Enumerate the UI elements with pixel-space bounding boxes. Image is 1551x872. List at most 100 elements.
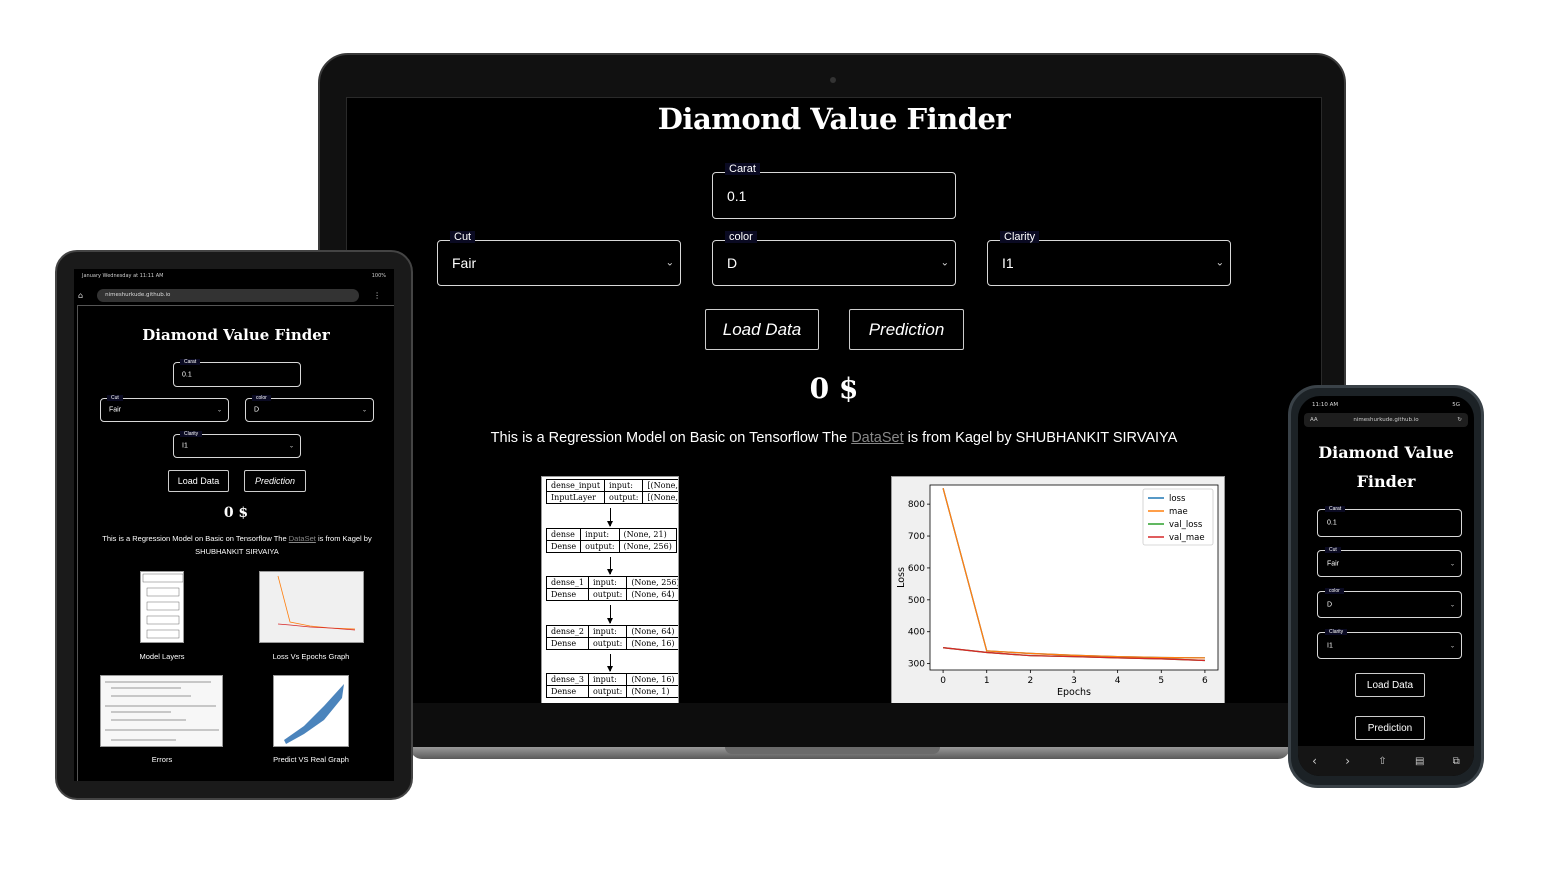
address-bar[interactable]: AA nimeshurkude.github.io ↻ (1304, 413, 1468, 427)
model-layer-dense_1: dense_1 input: (None, 256) Dense output: (Non… (546, 576, 678, 603)
bookmarks-icon[interactable]: ▤ (1414, 755, 1425, 767)
model-layers-mini (142, 573, 183, 639)
color-select[interactable]: color D ⌄ (245, 395, 374, 422)
loss-graph-thumbnail (259, 571, 364, 643)
chevron-down-icon: ⌄ (665, 257, 674, 269)
tablet-screen: January Wednesday at 11:11 AM 100% ⌂ nim… (74, 269, 394, 781)
clarity-select[interactable]: Clarity I1 ⌄ (173, 431, 301, 458)
predicted-price: 0 $ (809, 372, 859, 405)
laptop-bezel (320, 703, 1344, 751)
caption-errors: Errors (151, 755, 173, 764)
url-text: nimeshurkude.github.io (105, 292, 171, 298)
color-label: color (252, 395, 271, 401)
y-tick-label: 800 (908, 500, 925, 510)
carat-field[interactable]: Carat 0.1 (173, 359, 301, 387)
prediction-button[interactable]: Prediction (849, 309, 964, 350)
clarity-select[interactable]: Clarity I1 ⌄ (987, 231, 1231, 286)
phone-device: 11:10 AM 5G AA nimeshurkude.github.io ↻ … (1288, 385, 1484, 788)
legend-label-val_mae: val_mae (1169, 533, 1205, 543)
x-tick-label: 4 (1115, 676, 1121, 686)
y-axis-label: Loss (896, 567, 907, 588)
layer-arrow (607, 605, 613, 624)
cut-label: Cut (450, 231, 476, 243)
legend-box (1142, 488, 1214, 546)
home-icon[interactable]: ⌂ (78, 290, 84, 300)
phone-status-bar: 11:10 AM 5G (1312, 402, 1460, 408)
clarity-value: I1 (182, 442, 188, 450)
cut-value: Fair (109, 406, 122, 414)
laptop-device: Diamond Value Finder Carat 0.1 Cut Fair … (318, 53, 1346, 753)
caption-predict-vs-real: Predict VS Real Graph (273, 755, 349, 764)
caption-model-layers: Model Layers (139, 652, 185, 661)
back-icon[interactable]: ‹ (1312, 754, 1317, 768)
cut-select[interactable]: Cut Fair ⌄ (100, 395, 229, 422)
cut-value: Fair (1327, 560, 1340, 567)
description-text: This is a Regression Model on Basic on T… (490, 430, 848, 446)
prediction-button[interactable]: Prediction (244, 470, 306, 492)
color-label: color (725, 231, 757, 243)
url-text: nimeshurkude.github.io (1353, 417, 1419, 423)
model-layer-dense: dense input: (None, 21) Dense output: (None, … (545, 528, 677, 555)
page-title: Diamond Value Finder (1318, 443, 1454, 491)
x-axis-label: Epochs (1057, 687, 1091, 698)
page-title: Diamond Value Finder (142, 326, 330, 344)
x-tick-label: 3 (1071, 676, 1077, 686)
caption-loss-graph: Loss Vs Epochs Graph (272, 652, 350, 661)
chevron-down-icon: ⌄ (1449, 601, 1455, 608)
legend-label-mae: mae (1169, 507, 1188, 517)
share-icon[interactable]: ⇧ (1378, 755, 1387, 767)
color-value: D (1327, 601, 1333, 608)
legend-label-val_loss: val_loss (1169, 520, 1203, 530)
address-bar[interactable]: nimeshurkude.github.io (97, 288, 360, 302)
color-select[interactable]: color D ⌄ (712, 231, 956, 286)
forward-icon[interactable]: › (1345, 754, 1351, 768)
phone-screen: 11:10 AM 5G AA nimeshurkude.github.io ↻ … (1298, 396, 1474, 776)
tabs-icon[interactable]: ⧉ (1452, 755, 1460, 767)
cut-select[interactable]: Cut Fair ⌄ (1317, 547, 1462, 577)
tablet-page: Diamond Value Finder Carat 0.1 Cut Fair … (77, 305, 394, 781)
carat-field[interactable]: Carat 0.1 (712, 163, 956, 219)
clarity-label: Clarity (1000, 231, 1040, 243)
clarity-label: Clarity (1325, 629, 1348, 635)
signal-indicator: 5G (1452, 402, 1460, 408)
carat-value: 0.1 (1327, 519, 1337, 527)
cut-select[interactable]: Cut Fair ⌄ (437, 231, 681, 286)
layer-arrow (607, 557, 613, 575)
legend-label-loss: loss (1169, 494, 1186, 504)
y-tick-label: 300 (908, 660, 925, 670)
x-tick-label: 2 (1027, 676, 1033, 686)
description-text-end: is from Kagel by SHUBHANKIT SIRVAIYA (195, 534, 372, 556)
color-label: color (1325, 588, 1344, 594)
carat-field[interactable]: Carat 0.1 (1317, 506, 1462, 537)
load-data-button[interactable]: Load Data (1355, 673, 1425, 697)
errors-code-mini (105, 681, 219, 741)
laptop-screen: Diamond Value Finder Carat 0.1 Cut Fair … (346, 97, 1322, 707)
carat-label: Carat (725, 163, 760, 175)
clarity-value: I1 (1327, 642, 1333, 649)
chevron-down-icon: ⌄ (288, 442, 294, 450)
description-text-end: is from Kagel by SHUBHANKIT SIRVAIYA (907, 430, 1178, 446)
dataset-link[interactable]: DataSet (851, 430, 904, 446)
chevron-down-icon: ⌄ (940, 257, 949, 269)
reader-aa[interactable]: AA (1310, 417, 1318, 423)
status-time: January Wednesday at 11:11 AM (82, 273, 164, 279)
y-tick-label: 400 (908, 628, 925, 638)
menu-icon[interactable]: ⋮ (373, 290, 382, 300)
loss-graph-mini (277, 575, 356, 631)
model-layers-thumbnail (140, 571, 184, 643)
carat-label: Carat (1325, 506, 1346, 512)
prediction-button[interactable]: Prediction (1355, 716, 1425, 740)
tablet-url-bar: ⌂ nimeshurkude.github.io ⋮ (78, 287, 390, 303)
laptop-base (410, 747, 1290, 759)
load-data-button[interactable]: Load Data (705, 309, 819, 350)
tablet-device: January Wednesday at 11:11 AM 100% ⌂ nim… (55, 250, 413, 800)
color-select[interactable]: color D ⌄ (1317, 588, 1462, 618)
reload-icon[interactable]: ↻ (1457, 417, 1462, 423)
clarity-select[interactable]: Clarity I1 ⌄ (1317, 629, 1462, 659)
loss-vs-epochs-image: 300 400 500 600 700 800 0 1 2 3 4 5 6 Epochs Loss loss m… (891, 476, 1225, 704)
description: This is a Regression Model on Basic on T… (347, 430, 1321, 446)
chevron-down-icon: ⌄ (216, 406, 222, 414)
load-data-button[interactable]: Load Data (168, 470, 229, 492)
dataset-link[interactable]: DataSet (288, 534, 316, 543)
